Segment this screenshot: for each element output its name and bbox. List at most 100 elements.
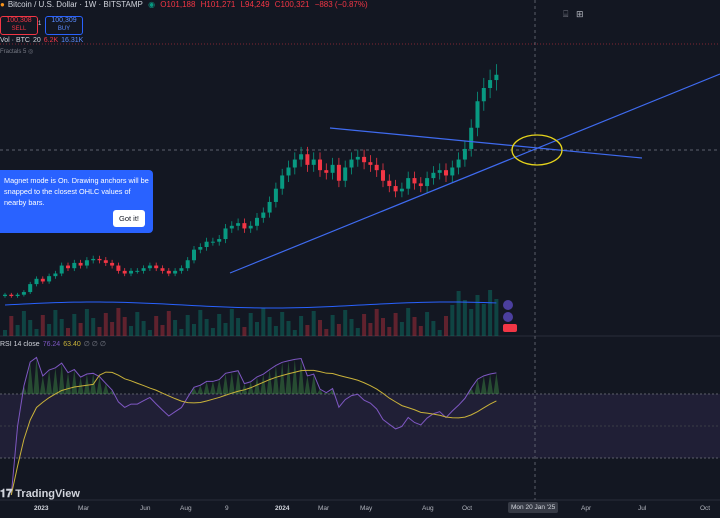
time-axis-label: Aug [422,505,434,512]
candle-body [324,170,329,173]
rsi-legend[interactable]: RSI 14 close 76.24 63.40 ∅ ∅ ∅ [0,340,109,348]
lightning-icon[interactable] [503,312,513,322]
candle-body [456,159,461,168]
candle-body [53,273,58,277]
volume-bar [210,328,215,336]
volume-bar [135,312,140,336]
candle-body [450,167,455,176]
rsi-value: 76.24 [42,341,61,348]
volume-bar [280,312,285,336]
change-value: −883 (−0.87%) [314,0,368,9]
volume-bar [355,328,360,336]
candle-body [412,178,417,184]
volume-bar [450,305,455,336]
sell-price: 100,308 [6,17,32,24]
rsi-overbought-fill [20,357,500,394]
rsi-extra-values: ∅ ∅ ∅ [83,341,106,348]
time-axis-label: Mar [78,505,90,512]
settings-icon[interactable]: ⌸ [563,9,569,19]
buy-label: BUY [57,26,71,32]
volume-bar [179,329,184,336]
candle-body [425,178,430,187]
volume-bar [185,315,190,336]
candle-body [198,247,203,250]
volume-bar [173,320,178,336]
candle-body [286,167,291,176]
candle-body [122,270,127,274]
volume-bar [399,322,404,336]
volume-bar [444,316,448,336]
candle-body [147,265,152,269]
candle-body [469,127,474,149]
circle-annotation[interactable] [511,134,563,166]
candle-body [3,294,7,297]
tooltip-text: Magnet mode is On. Drawing anchors will … [4,176,149,207]
high-value: H101,271 [200,0,236,9]
volume-bar [387,327,392,336]
flag-icon[interactable] [503,324,517,332]
time-axis-label: Apr [581,505,592,512]
candle-body [160,268,165,271]
indicator-marker-icon[interactable] [503,300,513,310]
object-tree-icon[interactable]: ⊞ [576,9,584,19]
volume-bar [129,326,133,336]
candle-body [66,265,70,269]
symbol-title[interactable]: Bitcoin / U.S. Dollar · 1W · BITSTAMP [7,0,143,9]
tradingview-logo[interactable]: 𝟏𝟕 TradingView [0,488,80,501]
fractals-legend[interactable]: Fractals 5 ◎ [0,48,33,55]
rsi-ma-line [10,369,497,496]
candle-body [374,164,379,171]
time-axis-label: Jul [638,505,647,512]
volume-bar [299,316,304,336]
volume-bar [267,317,272,336]
market-status-icon: ◉ [148,0,156,9]
volume-bar [40,315,45,336]
candle-body [15,294,20,297]
descending-trendline[interactable] [329,127,643,159]
time-axis-label: 2024 [275,505,290,512]
candle-body [103,260,108,263]
ascending-trendline[interactable] [229,73,720,274]
candle-body [229,225,234,229]
candle-body [217,239,222,242]
volume-bar [78,323,83,336]
volume-length: 20 [32,37,41,44]
volume-bar [3,330,7,336]
volume-bar [494,299,499,336]
volume-bar [330,315,335,336]
candle-body [349,159,354,168]
magnet-mode-tooltip: Magnet mode is On. Drawing anchors will … [0,170,153,233]
candle-body [116,265,121,271]
volume-bar [431,321,436,336]
sell-button[interactable]: 100,308 SELL [0,16,38,35]
candles [3,64,499,298]
eye-icon[interactable]: ◎ [28,49,34,55]
candle-body [179,268,184,271]
candle-body [97,258,102,261]
candle-body [210,241,215,243]
candle-body [236,223,241,226]
chart-tools: ⌸ ⊞ [563,9,591,21]
low-value: L94,249 [240,0,270,9]
symbol-legend: ● Bitcoin / U.S. Dollar · 1W · BITSTAMP ◉… [0,0,371,16]
got-it-button[interactable]: Got it! [112,210,145,227]
candle-body [72,262,77,269]
candle-body [311,159,316,165]
volume-bar [261,308,266,336]
candle-body [494,74,499,81]
buy-button[interactable]: 100,309 BUY [45,16,83,35]
volume-bar [437,330,442,336]
volume-bar [166,311,171,336]
volume-bar [223,323,228,336]
volume-bar [324,329,329,336]
volume-bar [116,308,121,336]
candle-body [305,154,310,165]
volume-bar [15,325,20,336]
candle-body [173,270,178,274]
volume-bar [91,318,96,336]
volume-bar [47,324,52,336]
volume-legend[interactable]: Vol · BTC 20 6.2K 16.31K [0,37,86,44]
volume-bar [97,327,102,336]
volume-value: 6.2K [43,37,59,44]
